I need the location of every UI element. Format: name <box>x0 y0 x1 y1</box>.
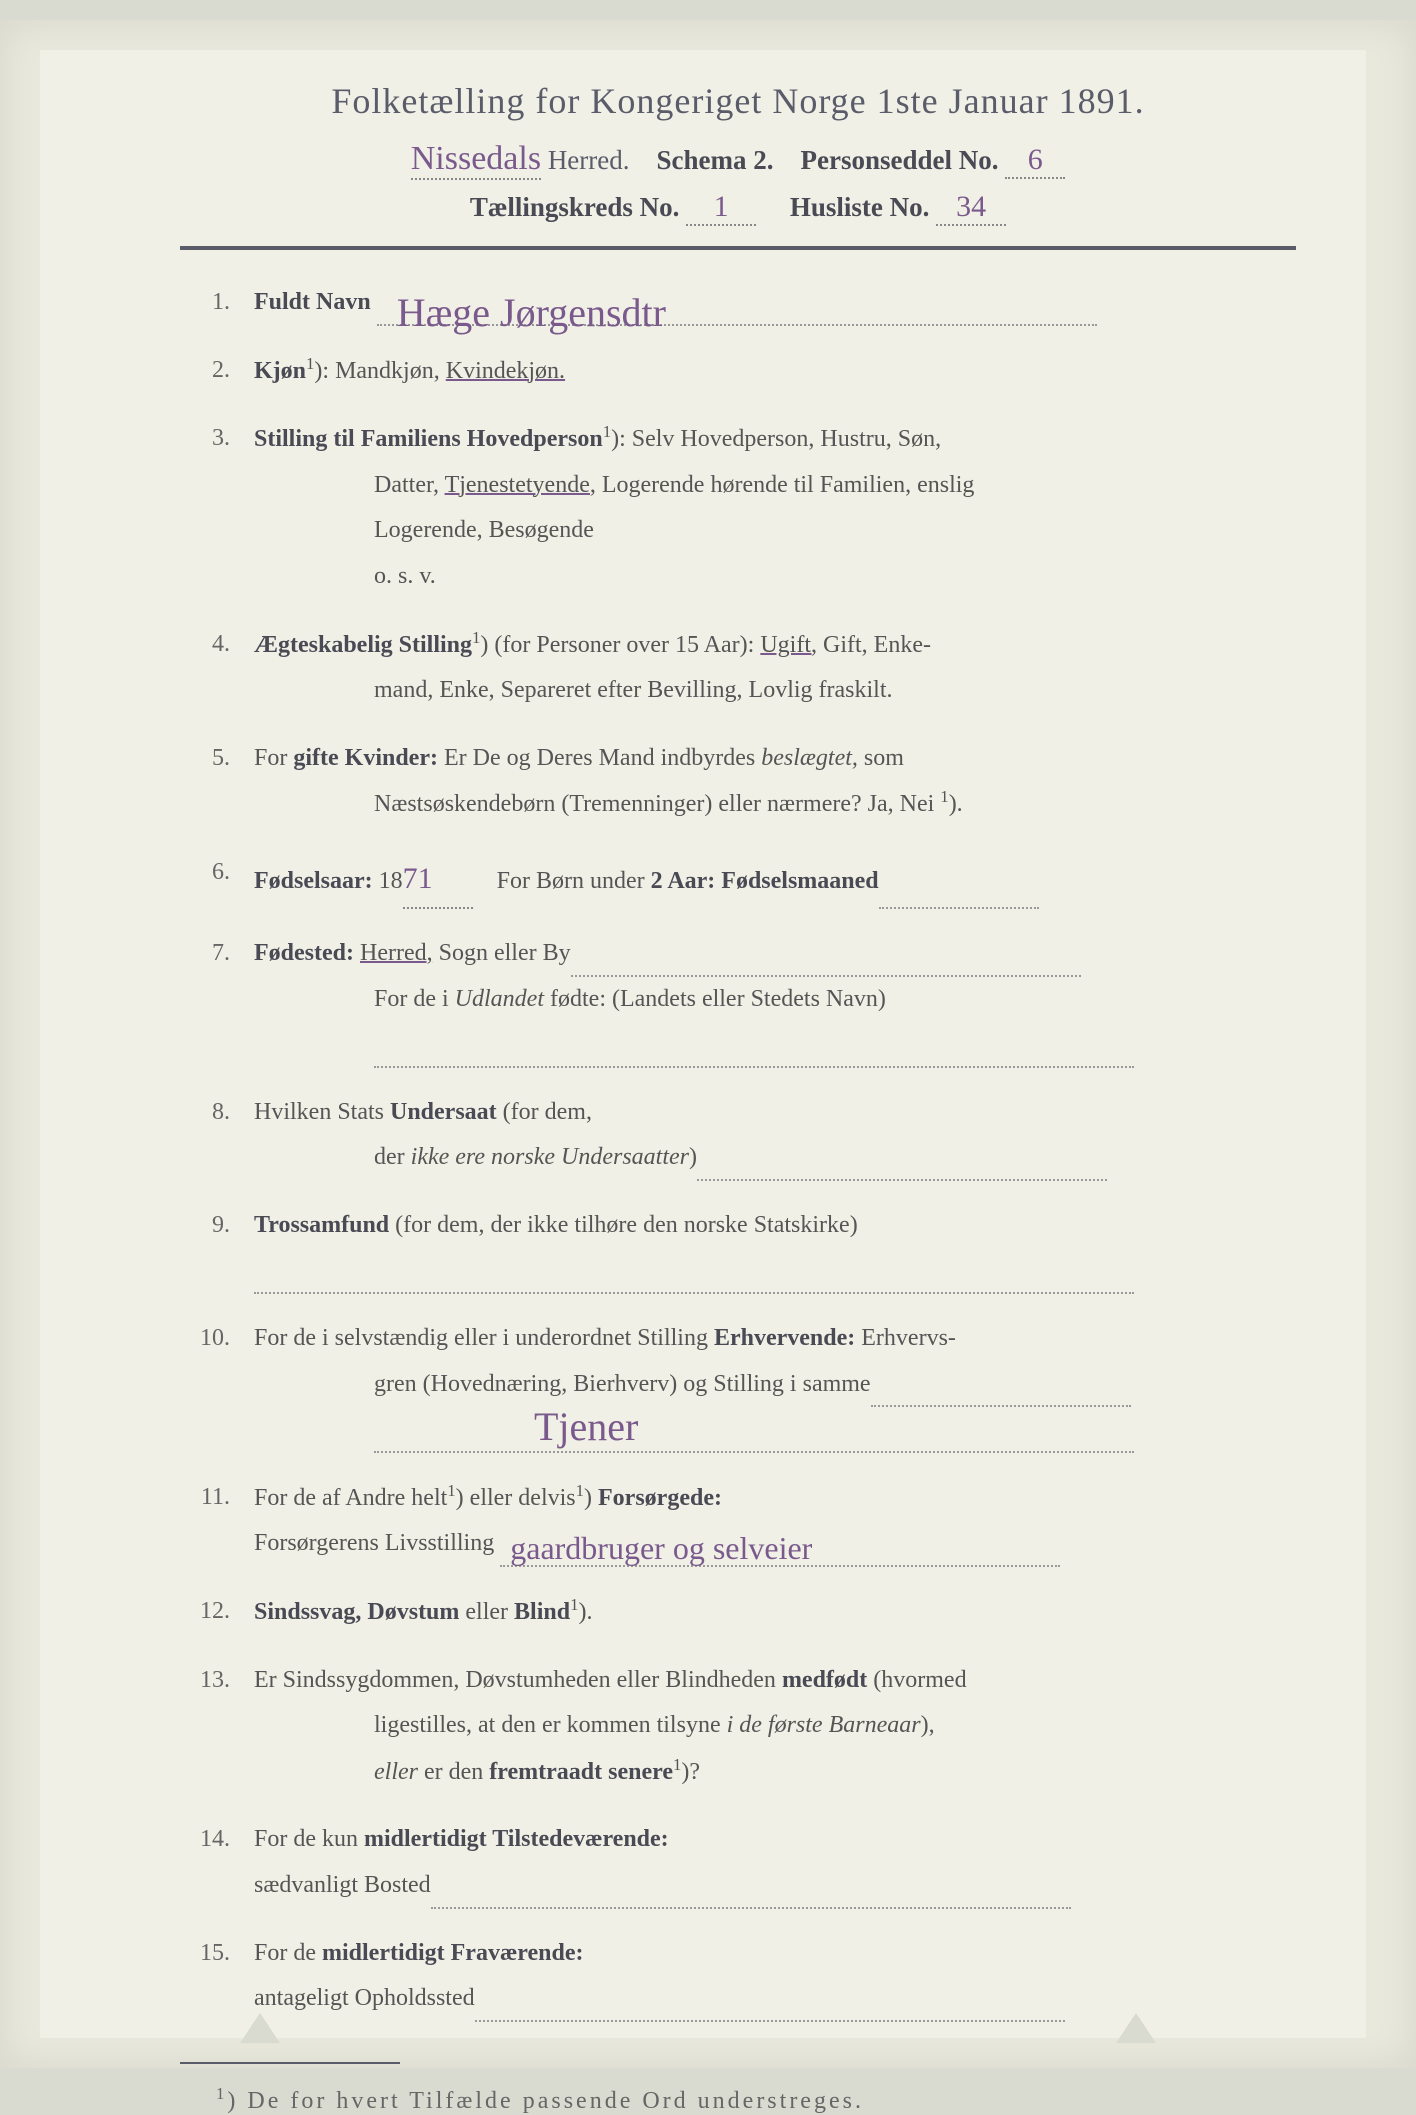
item-13: 13. Er Sindssygdommen, Døvstumheden elle… <box>180 1658 1296 1796</box>
item-4: 4. Ægteskabelig Stilling1) (for Personer… <box>180 622 1296 714</box>
personseddel-label: Personseddel No. <box>801 145 999 175</box>
herred-selected: Herred, <box>360 940 433 966</box>
item-9: 9. Trossamfund (for dem, der ikke tilhør… <box>180 1203 1296 1294</box>
item-15: 15. For de midlertidigt Fraværende: anta… <box>180 1931 1296 2022</box>
kreds-label: Tællingskreds No. <box>470 192 680 222</box>
label-fuldt-navn: Fuldt Navn <box>254 289 371 315</box>
occupation-hw: Tjener <box>534 1389 638 1465</box>
label-kjon: Kjøn <box>254 358 306 384</box>
item-6: 6. Fødselsaar: 1871 For Børn under 2 Aar… <box>180 850 1296 909</box>
item-number: 14. <box>180 1817 230 1908</box>
item-number: 4. <box>180 622 230 714</box>
item-number: 6. <box>180 850 230 909</box>
item-14: 14. For de kun midlertidigt Tilstedevære… <box>180 1817 1296 1908</box>
item-8: 8. Hvilken Stats Undersaat (for dem, der… <box>180 1090 1296 1181</box>
item-number: 7. <box>180 931 230 1068</box>
provider-hw: gaardbruger og selveier <box>510 1518 812 1579</box>
divider-top <box>180 246 1296 250</box>
item-number: 9. <box>180 1203 230 1294</box>
husliste-no: 34 <box>936 190 1006 226</box>
label-fodested: Fødested: <box>254 940 354 966</box>
form-content: Folketælling for Kongeriget Norge 1ste J… <box>180 80 1296 2115</box>
item-5: 5. For gifte Kvinder: Er De og Deres Man… <box>180 736 1296 828</box>
item-number: 2. <box>180 348 230 395</box>
item-number: 8. <box>180 1090 230 1181</box>
item-number: 13. <box>180 1658 230 1796</box>
birthyear-hw: 71 <box>403 850 473 909</box>
item-10: 10. For de i selvstændig eller i underor… <box>180 1316 1296 1453</box>
husliste-label: Husliste No. <box>790 192 930 222</box>
census-form-page: Folketælling for Kongeriget Norge 1ste J… <box>0 20 1416 2068</box>
ugift-selected: Ugift, <box>760 632 817 658</box>
herred-label: Herred. <box>548 145 630 175</box>
kreds-no: 1 <box>686 190 756 226</box>
tjenestetyende-selected: Tjenestetyende, <box>445 472 596 498</box>
label-fodselsaar: Fødselsaar: <box>254 868 373 894</box>
kvindekjon-selected: Kvindekjøn. <box>446 358 565 384</box>
herred-line: Nissedals Herred. Schema 2. Personseddel… <box>180 140 1296 180</box>
personseddel-no: 6 <box>1005 143 1065 179</box>
label-stilling: Stilling til Familiens Hovedperson <box>254 426 603 452</box>
item-number: 12. <box>180 1589 230 1636</box>
item-12: 12. Sindssvag, Døvstum eller Blind1). <box>180 1589 1296 1636</box>
item-2: 2. Kjøn1): Mandkjøn, Kvindekjøn. <box>180 348 1296 395</box>
item-11: 11. For de af Andre helt1) eller delvis1… <box>180 1475 1296 1567</box>
kreds-line: Tællingskreds No. 1 Husliste No. 34 <box>180 190 1296 226</box>
item-number: 11. <box>180 1475 230 1567</box>
name-handwritten: Hæge Jørgensdtr <box>397 275 666 351</box>
schema-label: Schema 2. <box>657 145 774 175</box>
item-3: 3. Stilling til Familiens Hovedperson1):… <box>180 416 1296 599</box>
item-number: 5. <box>180 736 230 828</box>
main-title: Folketælling for Kongeriget Norge 1ste J… <box>180 80 1296 122</box>
item-number: 10. <box>180 1316 230 1453</box>
footnote: 1) De for hvert Tilfælde passende Ord un… <box>180 2084 1296 2115</box>
item-number: 15. <box>180 1931 230 2022</box>
item-number: 1. <box>180 280 230 326</box>
item-1: 1. Fuldt Navn Hæge Jørgensdtr <box>180 280 1296 326</box>
herred-handwritten: Nissedals <box>411 140 541 180</box>
divider-footnote <box>180 2062 400 2064</box>
label-aegteskab: Ægteskabelig Stilling <box>254 632 472 658</box>
item-7: 7. Fødested: Herred, Sogn eller By For d… <box>180 931 1296 1068</box>
item-number: 3. <box>180 416 230 599</box>
